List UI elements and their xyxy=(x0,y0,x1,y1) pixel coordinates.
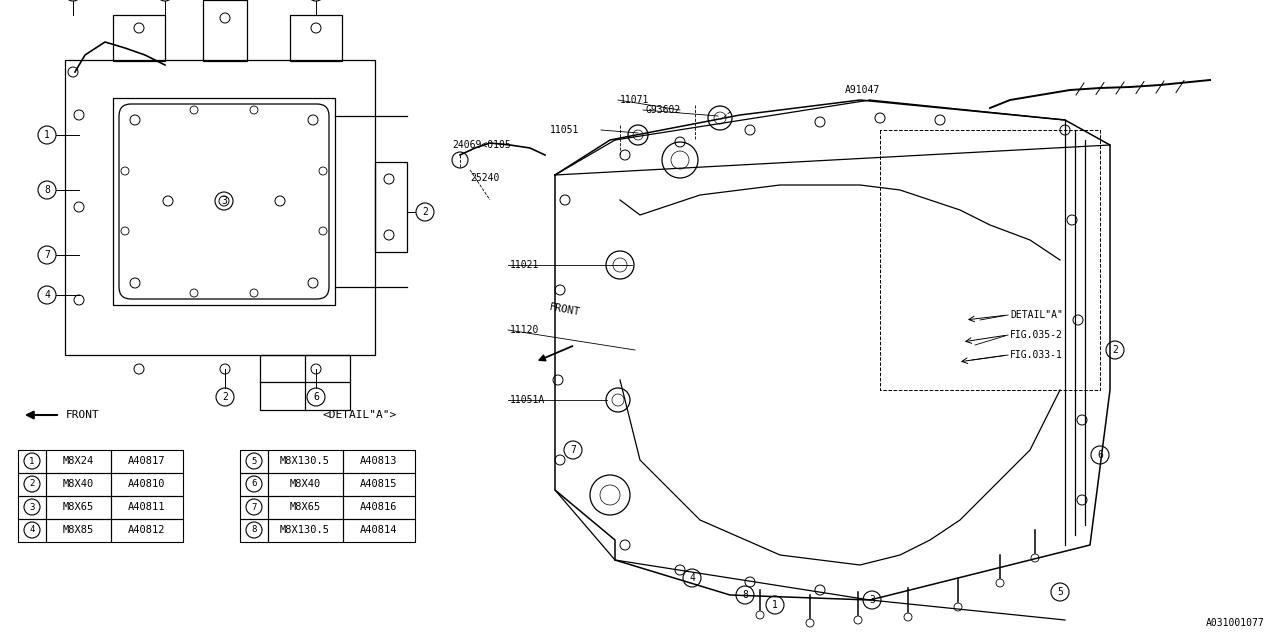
Bar xyxy=(46,519,111,542)
Bar xyxy=(18,519,46,542)
Text: 5: 5 xyxy=(1057,587,1062,597)
Bar xyxy=(343,473,415,496)
Text: A40813: A40813 xyxy=(360,456,398,466)
Text: FRONT: FRONT xyxy=(67,410,100,420)
Bar xyxy=(113,98,335,305)
Text: 5: 5 xyxy=(251,456,257,465)
Text: 7: 7 xyxy=(44,250,50,260)
Text: 4: 4 xyxy=(44,290,50,300)
Bar xyxy=(46,473,111,496)
Text: 11051: 11051 xyxy=(550,125,580,135)
Bar xyxy=(291,15,342,61)
Text: 2: 2 xyxy=(29,479,35,488)
Bar xyxy=(65,60,375,355)
Text: M8X130.5: M8X130.5 xyxy=(280,525,330,535)
Text: A40812: A40812 xyxy=(128,525,165,535)
Text: 25240: 25240 xyxy=(470,173,499,183)
Text: A40811: A40811 xyxy=(128,502,165,512)
Text: FIG.035-2: FIG.035-2 xyxy=(1010,330,1062,340)
Text: A031001077: A031001077 xyxy=(1206,618,1265,628)
Text: 6: 6 xyxy=(314,392,319,402)
Text: 7: 7 xyxy=(570,445,576,455)
Text: 8: 8 xyxy=(44,185,50,195)
Text: DETAIL"A": DETAIL"A" xyxy=(1010,310,1062,320)
Bar xyxy=(18,473,46,496)
Bar xyxy=(343,519,415,542)
Bar xyxy=(343,450,415,473)
Text: A40814: A40814 xyxy=(360,525,398,535)
Bar xyxy=(268,519,343,542)
Text: M8X85: M8X85 xyxy=(63,525,93,535)
Text: A91047: A91047 xyxy=(845,85,881,95)
Text: 1: 1 xyxy=(772,600,778,610)
Text: 6: 6 xyxy=(1097,450,1103,460)
Text: M8X40: M8X40 xyxy=(63,479,93,489)
Bar xyxy=(241,519,268,542)
Text: A40817: A40817 xyxy=(128,456,165,466)
Text: 11120: 11120 xyxy=(509,325,539,335)
Text: FIG.033-1: FIG.033-1 xyxy=(1010,350,1062,360)
Bar xyxy=(204,0,247,61)
Bar xyxy=(241,473,268,496)
Text: A40816: A40816 xyxy=(360,502,398,512)
Bar xyxy=(111,496,183,519)
Text: 2: 2 xyxy=(221,392,228,402)
Text: FRONT: FRONT xyxy=(549,302,581,317)
Text: 3: 3 xyxy=(869,595,876,605)
Bar xyxy=(113,15,165,61)
Bar xyxy=(18,496,46,519)
Text: 11021: 11021 xyxy=(509,260,539,270)
Text: 4: 4 xyxy=(29,525,35,534)
Text: <DETAIL"A">: <DETAIL"A"> xyxy=(323,410,397,420)
Text: 6: 6 xyxy=(251,479,257,488)
Bar xyxy=(343,496,415,519)
Text: M8X40: M8X40 xyxy=(289,479,320,489)
Bar xyxy=(111,450,183,473)
Text: 11051A: 11051A xyxy=(509,395,545,405)
Text: 11071: 11071 xyxy=(620,95,649,105)
Text: 2: 2 xyxy=(1112,345,1117,355)
Bar xyxy=(241,450,268,473)
Text: M8X130.5: M8X130.5 xyxy=(280,456,330,466)
Text: 4: 4 xyxy=(689,573,695,583)
Bar xyxy=(46,450,111,473)
Text: 24069<0105-: 24069<0105- xyxy=(452,140,517,150)
Text: M8X65: M8X65 xyxy=(63,502,93,512)
Text: M8X24: M8X24 xyxy=(63,456,93,466)
Text: 2: 2 xyxy=(422,207,428,217)
Text: A40815: A40815 xyxy=(360,479,398,489)
Text: 8: 8 xyxy=(251,525,257,534)
Text: M8X65: M8X65 xyxy=(289,502,320,512)
Bar xyxy=(268,473,343,496)
Text: 8: 8 xyxy=(742,590,748,600)
Bar xyxy=(111,519,183,542)
Text: A40810: A40810 xyxy=(128,479,165,489)
Bar xyxy=(46,496,111,519)
Text: 7: 7 xyxy=(251,502,257,511)
Bar xyxy=(111,473,183,496)
Bar xyxy=(241,496,268,519)
Text: 1: 1 xyxy=(44,130,50,140)
Bar xyxy=(268,496,343,519)
Text: G93602: G93602 xyxy=(645,105,680,115)
Bar xyxy=(260,355,349,410)
Bar xyxy=(18,450,46,473)
Bar xyxy=(375,162,407,252)
Text: 3: 3 xyxy=(221,196,227,206)
Text: 1: 1 xyxy=(29,456,35,465)
Text: 3: 3 xyxy=(29,502,35,511)
Bar xyxy=(268,450,343,473)
